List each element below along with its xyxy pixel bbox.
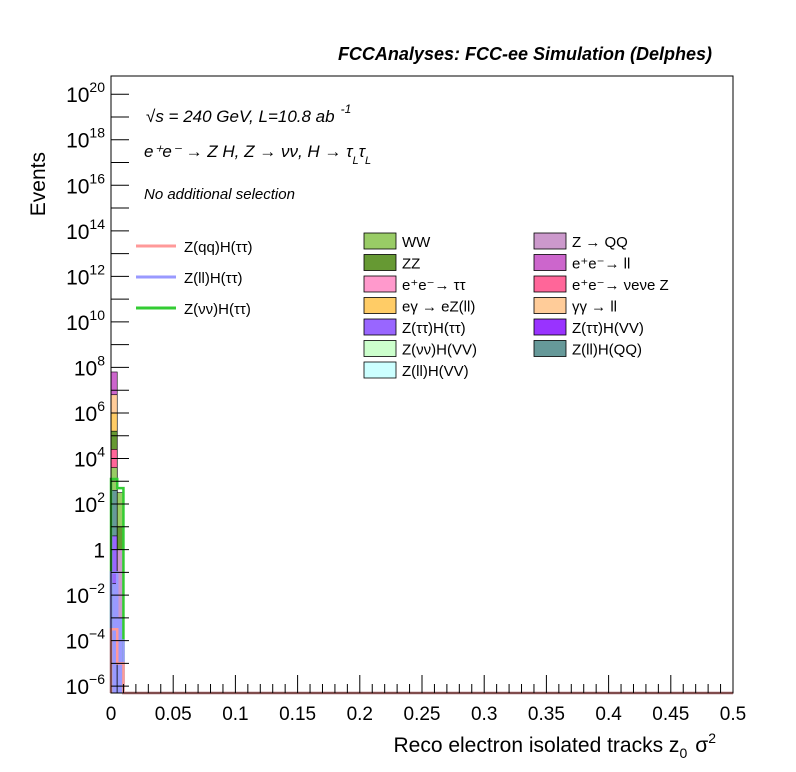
legend-swatch <box>363 340 397 357</box>
x-tick-label: 0.05 <box>155 704 192 725</box>
legend-label: e⁺e⁻→ ττ <box>402 277 466 294</box>
signal-line-0 <box>109 477 733 695</box>
legend-background-col1: WW ZZ e⁺e⁻→ ττ eγ → eZ(ll) Z(ττ)H(ττ) Z(νν)H(… <box>363 232 477 380</box>
legend-background-col2: Z → QQ e⁺e⁻→ ll e⁺e⁻→ νeνe Z γγ → ll Z(ττ)H(… <box>533 232 669 359</box>
y-tick-label: 1 <box>93 540 105 563</box>
x-axis-label: Reco electron isolated tracks z0 σ2 <box>393 730 716 761</box>
x-tick-label: 0.3 <box>471 704 497 725</box>
legend-label: e⁺e⁻→ ll <box>572 256 630 273</box>
y-tick-label: 106 <box>74 398 105 426</box>
legend-swatch <box>363 275 397 293</box>
y-tick-label: 10−2 <box>66 580 106 608</box>
legend-swatch <box>533 297 567 314</box>
annotation-process: e⁺e⁻ → Z H, Z → νν, H → τLτL <box>144 142 371 167</box>
x-tick-label: 0.35 <box>528 704 565 725</box>
legend-label: WW <box>402 234 431 251</box>
y-axis: 10−6 10−4 10−2 1 102 104 106 108 1010 1012 1014 101… <box>66 79 129 699</box>
chart-title: FCCAnalyses: FCC-ee Simulation (Delphes) <box>338 44 712 64</box>
legend-swatch <box>363 297 397 314</box>
annotation-selection: No additional selection <box>144 186 295 203</box>
x-tick-label: 0 <box>106 704 117 725</box>
x-tick-label: 0.15 <box>279 704 316 725</box>
plot-frame <box>110 75 734 694</box>
y-tick-label: 1014 <box>66 216 105 244</box>
legend-swatch <box>363 232 397 250</box>
legend-swatch <box>363 361 397 379</box>
legend-swatch <box>533 340 567 357</box>
x-tick-label: 0.1 <box>222 704 248 725</box>
y-tick-label: 1020 <box>66 79 105 107</box>
x-tick-label: 0.4 <box>595 704 622 725</box>
x-axis: 0 0.05 0.1 0.15 0.2 0.25 0.3 0.35 0.4 0.45 0.5 <box>106 675 746 725</box>
y-axis-label: Events <box>27 152 50 216</box>
y-tick-label: 1016 <box>66 170 105 198</box>
y-tick-label: 1018 <box>66 125 105 153</box>
annotation-energy: √s = 240 GeV, L=10.8 ab -1 <box>146 102 351 126</box>
x-tick-label: 0.45 <box>652 704 689 725</box>
x-tick-label: 0.2 <box>347 704 373 725</box>
signal-line-1 <box>109 571 733 695</box>
legend-swatch <box>533 254 567 271</box>
legend-swatch <box>533 275 567 293</box>
signal-lines <box>109 477 733 695</box>
x-tick-label: 0.25 <box>404 704 441 725</box>
legend-signal: Z(qq)H(ττ) Z(ll)H(ττ) Z(νν)H(ττ) <box>136 239 253 318</box>
legend-line-label: Z(ll)H(ττ) <box>184 270 243 287</box>
x-tick-label: 0.5 <box>720 704 746 725</box>
legend-line-label: Z(νν)H(ττ) <box>184 301 251 318</box>
legend-label: γγ → ll <box>572 299 617 316</box>
legend-label: Z → QQ <box>572 234 628 251</box>
legend-label: ZZ <box>402 256 420 273</box>
legend-swatch <box>363 318 397 336</box>
legend-label: Z(ττ)H(ττ) <box>402 320 466 337</box>
y-tick-label: 104 <box>74 443 105 471</box>
y-tick-label: 1012 <box>66 261 105 289</box>
legend-line-label: Z(qq)H(ττ) <box>184 239 253 256</box>
y-tick-label: 108 <box>74 352 105 380</box>
legend-label: e⁺e⁻→ νeνe Z <box>572 277 669 294</box>
legend-swatch <box>533 232 567 250</box>
legend-label: Z(ll)H(VV) <box>402 363 469 380</box>
legend-swatch <box>533 318 567 336</box>
y-tick-label: 10−6 <box>66 671 106 699</box>
legend-label: eγ → eZ(ll) <box>402 299 475 316</box>
legend-label: Z(ττ)H(VV) <box>572 320 644 337</box>
y-tick-label: 10−4 <box>66 626 106 654</box>
y-tick-label: 102 <box>74 489 105 517</box>
y-tick-label: 1010 <box>66 307 105 335</box>
legend-label: Z(ll)H(QQ) <box>572 342 642 359</box>
legend-label: Z(νν)H(VV) <box>402 342 477 359</box>
legend-swatch <box>363 254 397 271</box>
